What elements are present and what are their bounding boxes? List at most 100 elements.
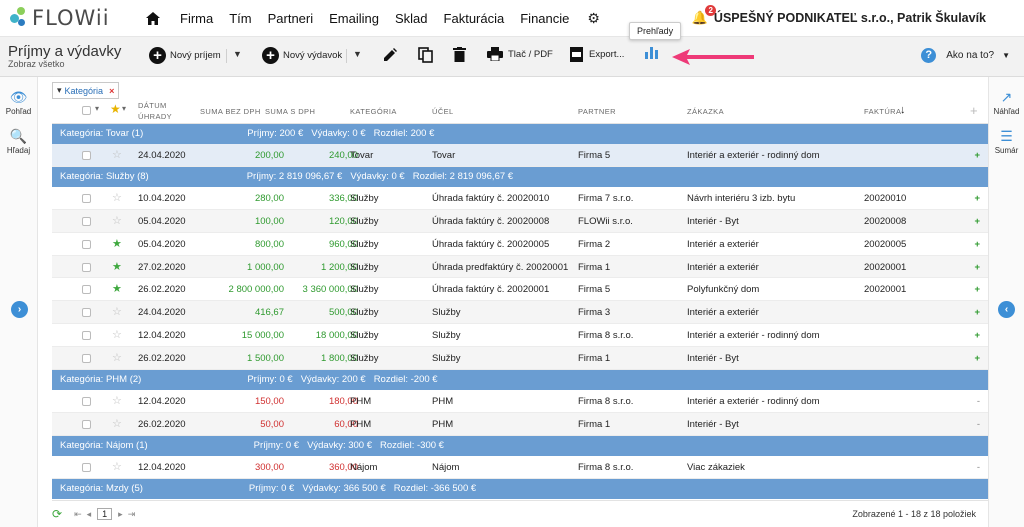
preview-button[interactable]: ↗ Náhľad xyxy=(989,89,1024,116)
row-income-indicator[interactable]: + xyxy=(974,284,980,296)
row-checkbox[interactable] xyxy=(82,151,91,160)
table-row[interactable]: ★ 26.02.2020 2 800 000,00 3 360 000,00 Služb… xyxy=(52,278,988,302)
table-row[interactable]: ☆ 26.02.2020 1 500,00 1 800,00 Služby Služby F… xyxy=(52,347,988,371)
print-button[interactable]: Tlač / PDF xyxy=(487,47,553,61)
view-button[interactable]: 👁 Pohľad xyxy=(0,89,37,116)
row-checkbox[interactable] xyxy=(82,239,91,249)
expand-left-button[interactable]: › xyxy=(11,301,28,318)
row-expense-indicator[interactable]: - xyxy=(976,418,980,430)
row-income-indicator[interactable]: + xyxy=(974,330,980,342)
table-row[interactable]: ☆ 12.04.2020 300,00 360,00 Nájom Nájom Firma 8… xyxy=(52,456,988,479)
table-row[interactable]: ☆ 05.04.2020 100,00 120,00 Služby Úhrada fakt… xyxy=(52,209,988,233)
nav-firma[interactable]: Firma xyxy=(180,11,214,26)
nav-emailing[interactable]: Emailing xyxy=(329,11,379,26)
row-income-indicator[interactable]: + xyxy=(974,150,980,161)
remove-filter-icon[interactable]: × xyxy=(109,85,115,96)
row-checkbox[interactable] xyxy=(82,419,91,429)
star-icon[interactable]: ☆ xyxy=(112,417,122,430)
group-row[interactable]: Kategória: PHM (2) Príjmy: 0 € Výdavky: 20… xyxy=(52,370,988,391)
row-checkbox[interactable] xyxy=(82,331,91,341)
group-row[interactable]: Kategória: Nájom (1) Príjmy: 0 € Výdavky: … xyxy=(52,435,988,456)
new-expense-dropdown[interactable]: ▼ xyxy=(346,49,362,63)
select-dropdown-icon[interactable]: ▾ xyxy=(95,104,100,113)
new-income-dropdown[interactable]: ▼ xyxy=(226,49,242,63)
col-gross[interactable]: SUMA S DPH xyxy=(265,107,316,116)
row-expense-indicator[interactable]: - xyxy=(976,396,980,408)
group-row[interactable]: Kategória: Mzdy (5) Príjmy: 0 € Výdavky: 3… xyxy=(52,478,988,499)
row-income-indicator[interactable]: + xyxy=(974,261,980,273)
star-filter-icon[interactable]: ★ xyxy=(110,102,122,116)
row-checkbox[interactable] xyxy=(82,216,91,226)
reports-button[interactable] xyxy=(645,47,658,59)
nav-fakturacia[interactable]: Fakturácia xyxy=(443,11,505,26)
row-income-indicator[interactable]: + xyxy=(974,307,980,319)
star-icon[interactable]: ☆ xyxy=(112,352,122,365)
table-row[interactable]: ☆ 12.04.2020 15 000,00 18 000,00 Služby Služb… xyxy=(52,324,988,348)
row-checkbox[interactable] xyxy=(82,308,91,318)
col-order[interactable]: ZÁKAZKA xyxy=(687,107,724,116)
table-row[interactable]: ☆ 10.04.2020 280,00 336,00 Služby Úhrada fakt… xyxy=(52,187,988,210)
filter-chip-category[interactable]: ▾ Kategória × xyxy=(52,82,120,99)
row-checkbox[interactable] xyxy=(82,193,91,203)
first-page-icon[interactable]: ⇤ xyxy=(74,508,82,519)
star-dropdown-icon[interactable]: ▾ xyxy=(122,104,127,113)
nav-sklad[interactable]: Sklad xyxy=(395,11,428,26)
star-icon[interactable]: ☆ xyxy=(112,306,122,319)
refresh-icon[interactable]: ⟳ xyxy=(52,507,63,521)
copy-button[interactable] xyxy=(418,47,433,63)
gear-icon[interactable]: ⚙ xyxy=(587,10,600,26)
add-column-icon[interactable]: + xyxy=(970,103,978,118)
nav-financie[interactable]: Financie xyxy=(520,11,570,26)
delete-button[interactable] xyxy=(453,47,466,62)
col-partner[interactable]: PARTNER xyxy=(578,107,616,116)
group-row[interactable]: Kategória: Tovar (1) Príjmy: 200 € Výdavky… xyxy=(52,124,988,144)
collapse-right-button[interactable]: ‹ xyxy=(998,301,1015,318)
last-page-icon[interactable]: ⇥ xyxy=(127,508,136,519)
col-purpose[interactable]: ÚČEL xyxy=(432,107,454,116)
row-income-indicator[interactable]: + xyxy=(974,192,980,204)
search-button[interactable]: 🔍 Hľadaj xyxy=(0,128,37,155)
prev-page-icon[interactable]: ◂ xyxy=(86,508,92,519)
row-expense-indicator[interactable]: - xyxy=(976,461,980,473)
select-all-checkbox[interactable] xyxy=(82,106,91,115)
col-category[interactable]: KATEGÓRIA xyxy=(350,107,397,116)
new-income-button[interactable]: + Nový príjem xyxy=(149,47,221,64)
star-filled-icon[interactable]: ★ xyxy=(112,283,122,296)
group-row[interactable]: Kategória: Služby (8) Príjmy: 2 819 096,6… xyxy=(52,166,988,187)
help-link[interactable]: ? Ako na to? ▼ xyxy=(921,48,1010,63)
company-menu[interactable]: 🔔 2 ÚSPEŠNÝ PODNIKATEĽ s.r.o., Patrik Šku… xyxy=(692,5,986,26)
star-icon[interactable]: ☆ xyxy=(112,191,122,204)
nav-partneri[interactable]: Partneri xyxy=(267,11,314,26)
star-icon[interactable]: ☆ xyxy=(112,149,122,161)
star-icon[interactable]: ☆ xyxy=(112,329,122,342)
row-checkbox[interactable] xyxy=(82,397,91,407)
star-icon[interactable]: ☆ xyxy=(112,395,122,408)
star-filled-icon[interactable]: ★ xyxy=(112,237,122,250)
table-row[interactable]: ★ 27.02.2020 1 000,00 1 200,00 Služby Úhrada … xyxy=(52,255,988,279)
table-row[interactable]: ★ 05.04.2020 800,00 960,00 Služby Úhrada fakt… xyxy=(52,233,988,256)
page-number[interactable]: 1 xyxy=(97,508,113,520)
col-net[interactable]: SUMA BEZ DPH xyxy=(200,107,261,116)
next-page-icon[interactable]: ▸ xyxy=(118,508,123,519)
row-checkbox[interactable] xyxy=(82,285,91,295)
row-checkbox[interactable] xyxy=(82,262,91,272)
star-filled-icon[interactable]: ★ xyxy=(112,260,122,273)
home-icon[interactable] xyxy=(146,12,168,25)
table-row[interactable]: ☆ 12.04.2020 150,00 180,00 PHM PHM Firma 8 s.r… xyxy=(52,390,988,413)
row-checkbox[interactable] xyxy=(82,354,91,364)
new-expense-button[interactable]: + Nový výdavok xyxy=(262,47,342,64)
row-checkbox[interactable] xyxy=(82,462,91,472)
logo[interactable]: FLOWii xyxy=(8,6,110,30)
bell-icon[interactable]: 🔔 2 xyxy=(692,5,716,26)
nav-tim[interactable]: Tím xyxy=(229,11,252,26)
table-row[interactable]: ☆ 24.04.2020 416,67 500,00 Služby Služby Firma… xyxy=(52,301,988,325)
row-income-indicator[interactable]: + xyxy=(974,353,980,365)
export-button[interactable]: Export... xyxy=(570,47,624,62)
edit-button[interactable] xyxy=(383,47,398,62)
star-icon[interactable]: ☆ xyxy=(112,460,122,473)
col-invoice[interactable]: FAKTÚRA xyxy=(864,107,902,116)
star-icon[interactable]: ☆ xyxy=(112,214,122,227)
sort-down-icon[interactable]: ↓ xyxy=(900,104,906,116)
row-income-indicator[interactable]: + xyxy=(974,215,980,227)
row-income-indicator[interactable]: + xyxy=(974,238,980,250)
